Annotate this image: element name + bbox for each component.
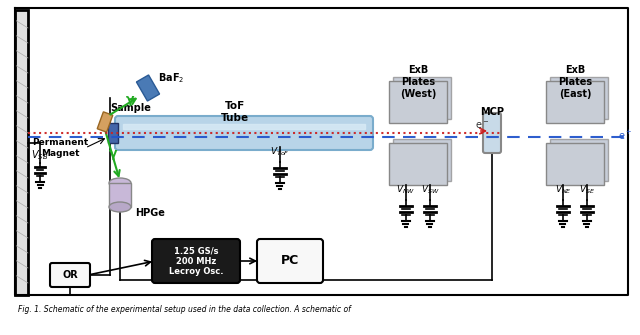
FancyBboxPatch shape (393, 77, 451, 119)
Polygon shape (15, 10, 28, 295)
Text: PC: PC (281, 255, 299, 268)
Text: γ: γ (109, 147, 117, 160)
Ellipse shape (109, 178, 131, 188)
FancyBboxPatch shape (546, 143, 604, 185)
FancyBboxPatch shape (546, 81, 604, 123)
FancyBboxPatch shape (389, 143, 447, 185)
Text: ExB
Plates
(West): ExB Plates (West) (400, 65, 436, 98)
FancyBboxPatch shape (115, 116, 373, 150)
Text: Sample: Sample (110, 103, 151, 113)
Polygon shape (97, 112, 113, 132)
Polygon shape (108, 123, 118, 143)
FancyBboxPatch shape (550, 77, 608, 119)
FancyBboxPatch shape (483, 113, 501, 153)
Text: BaF$_2$: BaF$_2$ (158, 71, 184, 85)
Ellipse shape (109, 202, 131, 212)
FancyBboxPatch shape (550, 139, 608, 181)
FancyBboxPatch shape (50, 263, 90, 287)
Text: 1.25 GS/s
200 MHz
Lecroy Osc.: 1.25 GS/s 200 MHz Lecroy Osc. (169, 246, 223, 276)
Text: e$^-$: e$^-$ (475, 120, 489, 131)
Text: Fig. 1. Schematic of the experimental setup used in the data collection. A schem: Fig. 1. Schematic of the experimental se… (18, 306, 351, 315)
FancyBboxPatch shape (257, 239, 323, 283)
Text: Permanent
Magnet: Permanent Magnet (32, 138, 88, 158)
Text: OR: OR (62, 270, 78, 280)
Text: $V_{ToF}$: $V_{ToF}$ (270, 145, 290, 158)
Polygon shape (136, 75, 159, 101)
Text: ToF
Tube: ToF Tube (221, 101, 249, 123)
Text: HPGe: HPGe (135, 208, 165, 218)
Text: γ: γ (125, 93, 134, 106)
Text: $V_{NE}$: $V_{NE}$ (554, 184, 572, 196)
Text: e$^+$: e$^+$ (618, 128, 632, 142)
FancyBboxPatch shape (152, 239, 240, 283)
Text: ExB
Plates
(East): ExB Plates (East) (558, 65, 592, 98)
FancyBboxPatch shape (393, 139, 451, 181)
Text: $V_{NW}$: $V_{NW}$ (396, 184, 416, 196)
Polygon shape (109, 183, 131, 207)
Text: MCP: MCP (480, 107, 504, 117)
FancyBboxPatch shape (389, 81, 447, 123)
Text: $V_{SW}$: $V_{SW}$ (420, 184, 439, 196)
Text: $V_{SE}$: $V_{SE}$ (579, 184, 595, 196)
Text: $V_{SB}$: $V_{SB}$ (31, 148, 49, 162)
